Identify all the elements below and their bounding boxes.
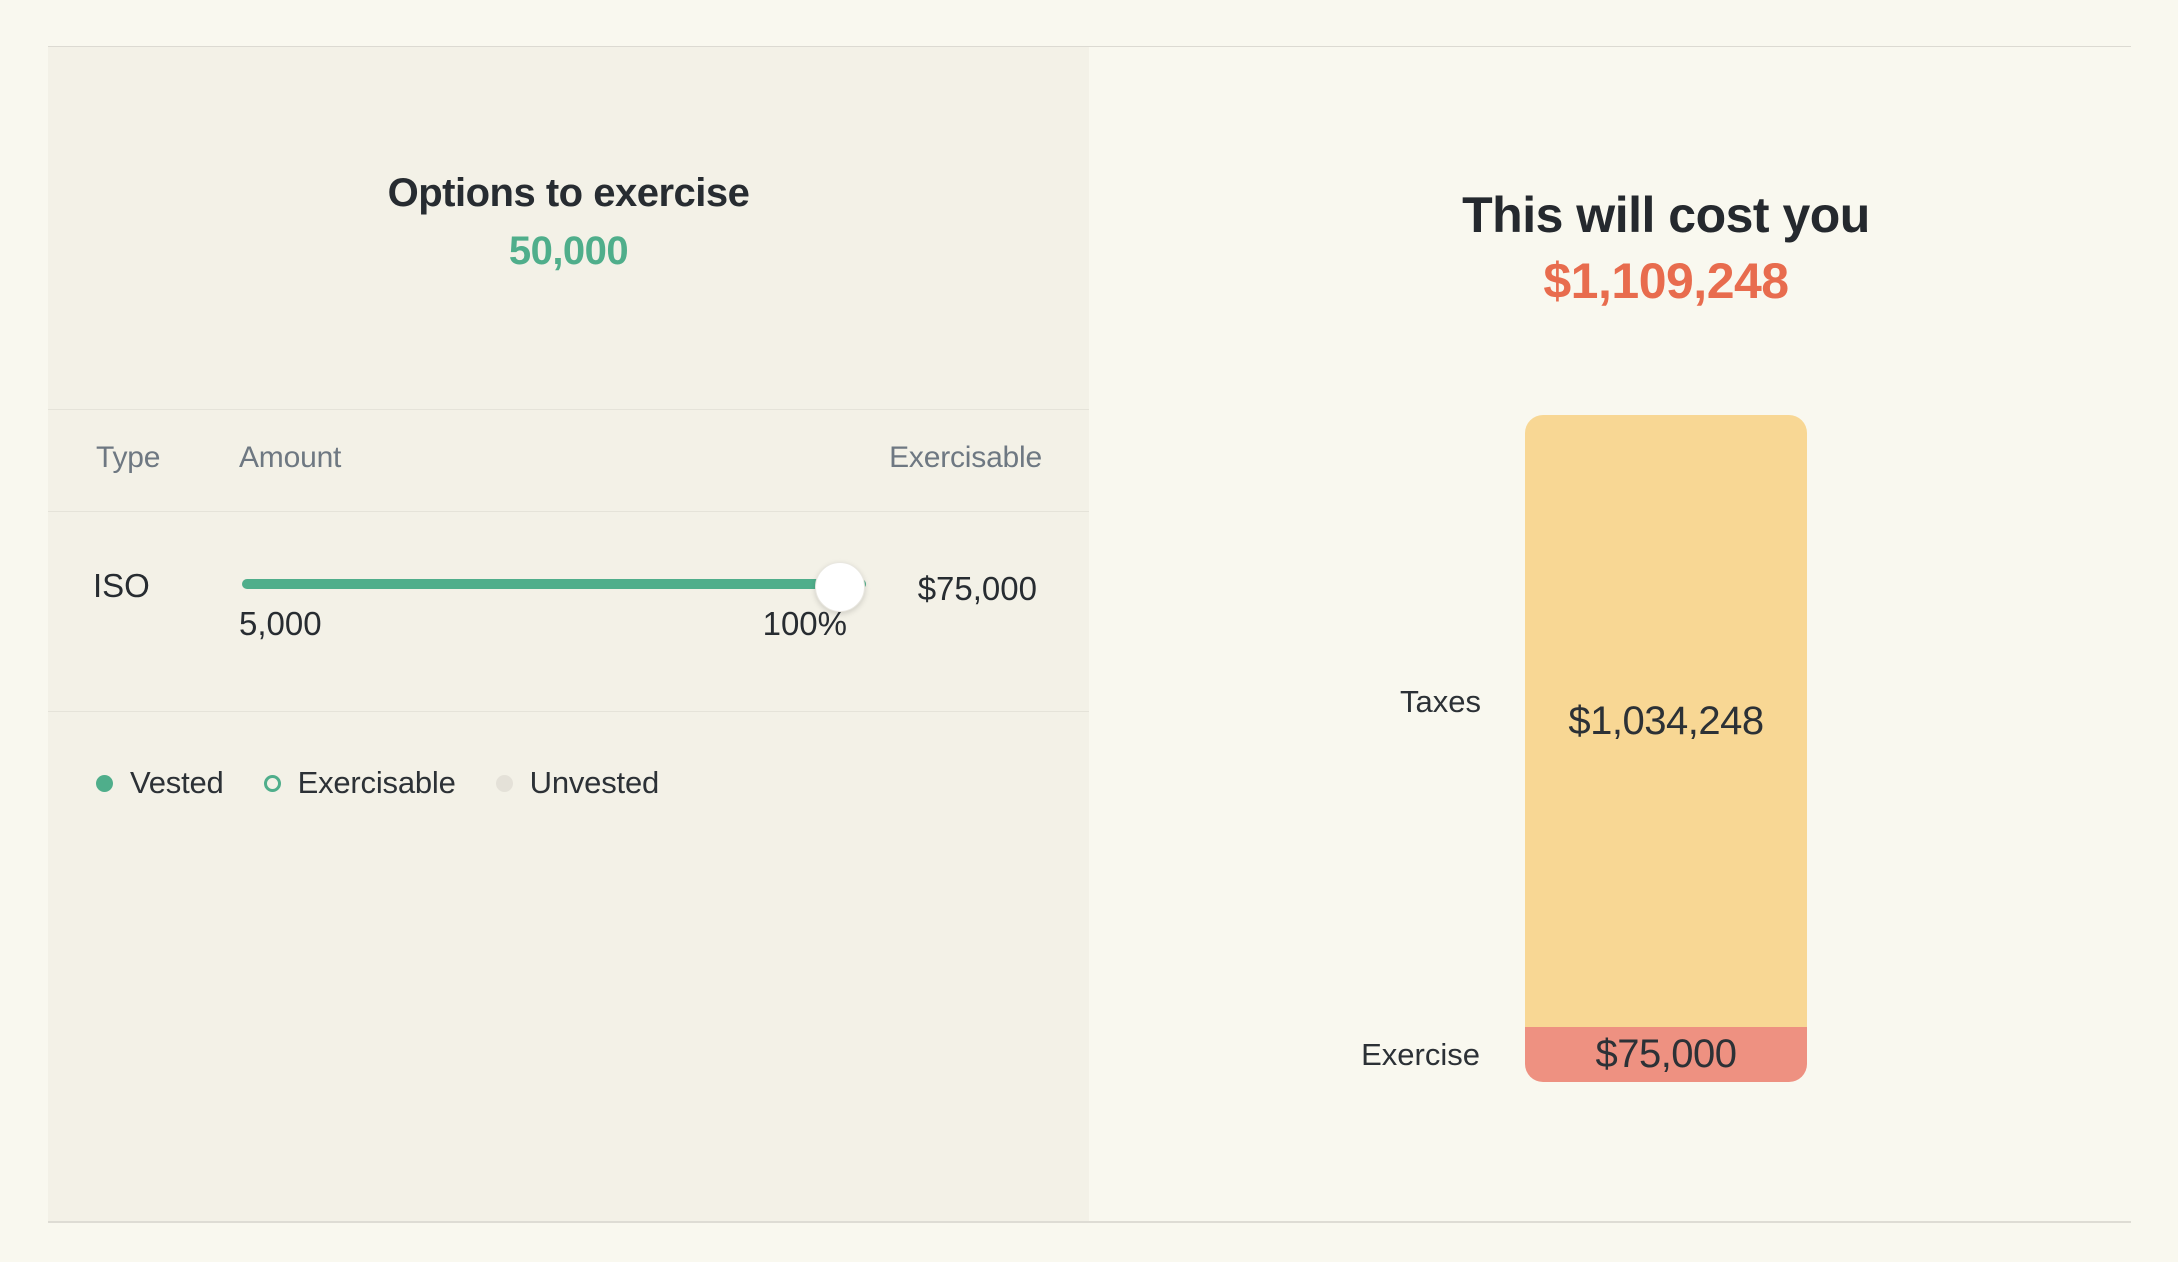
option-type-label: ISO (93, 567, 150, 604)
cost-total: $1,109,248 (1543, 253, 1789, 309)
exercise-value: $75,000 (1595, 1032, 1737, 1076)
divider (48, 409, 1089, 410)
legend-item-unvested: Unvested (495, 765, 660, 801)
exercise-label: Exercise (1361, 1037, 1480, 1072)
options-card: Options to exercise 50,000 Type Amount E… (48, 47, 1089, 1221)
column-header-type: Type (96, 441, 161, 474)
amount-slider-fill (242, 579, 866, 589)
divider (48, 711, 1089, 712)
options-card-title: Options to exercise (387, 171, 750, 215)
top-rule (48, 46, 2131, 47)
cost-header: This will cost you $1,109,248 (1140, 184, 2178, 316)
options-amount: 50,000 (508, 229, 629, 273)
vested-dot-icon (96, 774, 113, 792)
unvested-dot-icon (495, 774, 513, 792)
legend-item-exercisable: Exercisable (263, 765, 456, 801)
legend-label: Vested (130, 765, 224, 800)
legend-item-vested: Vested (96, 765, 224, 801)
bar-segment-exercise: $75,000 (1525, 1027, 1807, 1082)
column-header-amount: Amount (239, 441, 342, 474)
vesting-legend: Vested Exercisable Unvested (96, 763, 659, 803)
amount-slider-track[interactable] (242, 579, 866, 589)
amount-slider-handle[interactable] (815, 562, 865, 612)
divider (48, 511, 1089, 512)
column-header-exercisable: Exercisable (889, 441, 1042, 474)
taxes-value: $1,034,248 (1568, 698, 1764, 743)
cost-title: This will cost you (1462, 187, 1870, 243)
taxes-label: Taxes (1400, 684, 1481, 719)
slider-min-label: 5,000 (239, 605, 322, 642)
bar-segment-taxes: $1,034,248 (1525, 415, 1807, 1027)
legend-label: Exercisable (297, 765, 456, 800)
cost-stacked-bar: $1,034,248 $75,000 (1525, 415, 1807, 1082)
exercisable-ring-icon (263, 774, 281, 792)
legend-label: Unvested (529, 765, 660, 800)
bottom-rule (48, 1221, 2131, 1223)
slider-percent-label: 100% (762, 605, 847, 642)
exercisable-value: $75,000 (917, 570, 1037, 607)
